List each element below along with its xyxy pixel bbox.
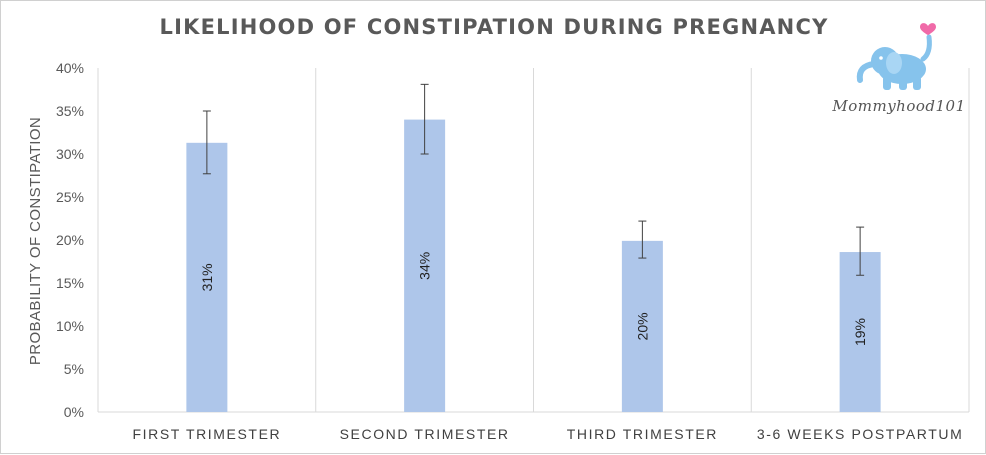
data-label: 31% [199, 263, 215, 291]
x-tick-label: FIRST TRIMESTER [133, 426, 282, 442]
heart-icon [920, 23, 936, 35]
bar [186, 142, 228, 412]
y-tick-label: 35% [56, 103, 84, 119]
bar [404, 119, 446, 412]
x-tick-label: SECOND TRIMESTER [340, 426, 510, 442]
bar [621, 240, 663, 412]
data-label: 20% [634, 312, 650, 340]
data-label: 19% [852, 318, 868, 346]
y-tick-label: 5% [64, 361, 84, 377]
y-tick-label: 20% [56, 232, 84, 248]
bar [839, 252, 881, 412]
brand-text: Mommyhood101 [832, 97, 966, 115]
y-tick-label: 10% [56, 318, 84, 334]
chart-title: LIKELIHOOD OF CONSTIPATION DURING PREGNA… [159, 15, 829, 39]
x-tick-label: THIRD TRIMESTER [567, 426, 718, 442]
y-tick-label: 0% [64, 404, 84, 420]
y-axis-label: PROBABILITY OF CONSTIPATION [27, 117, 44, 365]
y-tick-label: 15% [56, 275, 84, 291]
x-tick-label: 3-6 WEEKS POSTPARTUM [757, 426, 964, 442]
y-tick-label: 40% [56, 60, 84, 76]
data-label: 34% [417, 252, 433, 280]
y-tick-label: 30% [56, 146, 84, 162]
elephant-icon [856, 34, 932, 90]
y-tick-label: 25% [56, 189, 84, 205]
brand-logo [856, 23, 936, 90]
